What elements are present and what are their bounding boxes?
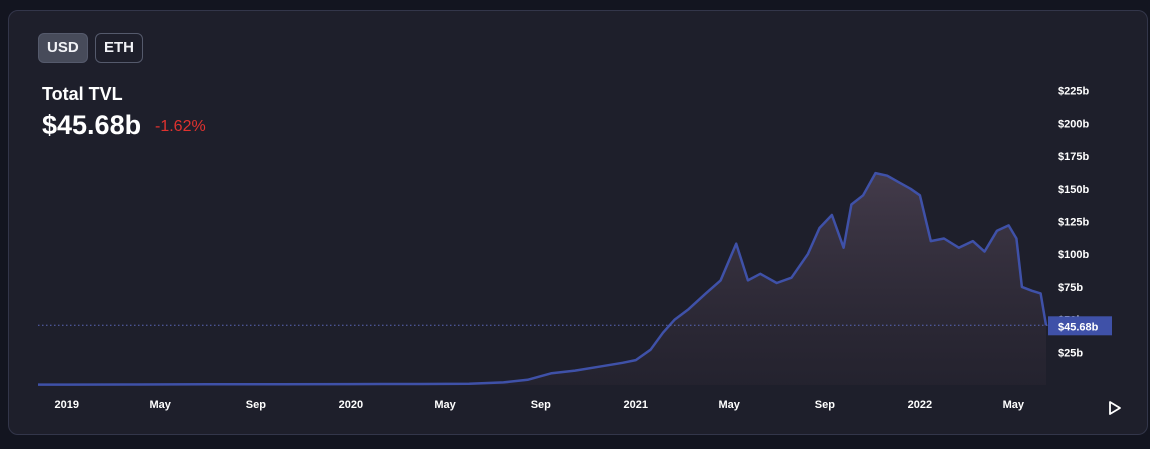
x-tick-label: May xyxy=(434,399,456,411)
x-tick-label: 2022 xyxy=(908,399,932,411)
x-tick-label: Sep xyxy=(246,399,266,411)
metric-change: -1.62% xyxy=(155,118,206,135)
tvl-area xyxy=(38,173,1046,385)
y-tick-label: $25b xyxy=(1058,347,1083,359)
x-tick-label: May xyxy=(149,399,171,411)
x-tick-label: 2021 xyxy=(624,399,648,411)
metric-label: Total TVL xyxy=(42,84,123,104)
y-tick-label: $200b xyxy=(1058,118,1089,130)
tvl-line xyxy=(38,171,1048,386)
x-tick-label: May xyxy=(1003,399,1025,411)
y-tick-label: $150b xyxy=(1058,184,1089,196)
usd-toggle-button[interactable]: USD xyxy=(38,33,88,63)
y-tick-label: $75b xyxy=(1058,282,1083,294)
metric-value: $45.68b xyxy=(42,110,142,140)
y-tick-label: $225b xyxy=(1058,86,1089,98)
eth-toggle-button[interactable]: ETH xyxy=(95,33,143,63)
x-tick-label: 2020 xyxy=(339,399,363,411)
current-value-marker xyxy=(1048,316,1112,336)
x-tick-label: 2019 xyxy=(55,399,79,411)
y-tick-label: $125b xyxy=(1058,217,1089,229)
play-icon[interactable] xyxy=(1104,398,1124,418)
y-tick-label: $100b xyxy=(1058,249,1089,261)
y-tick-label: $175b xyxy=(1058,151,1089,163)
current-value-label: $45.68b xyxy=(1058,321,1099,333)
x-tick-label: Sep xyxy=(815,399,835,411)
x-tick-label: Sep xyxy=(531,399,551,411)
x-tick-label: May xyxy=(718,399,740,411)
